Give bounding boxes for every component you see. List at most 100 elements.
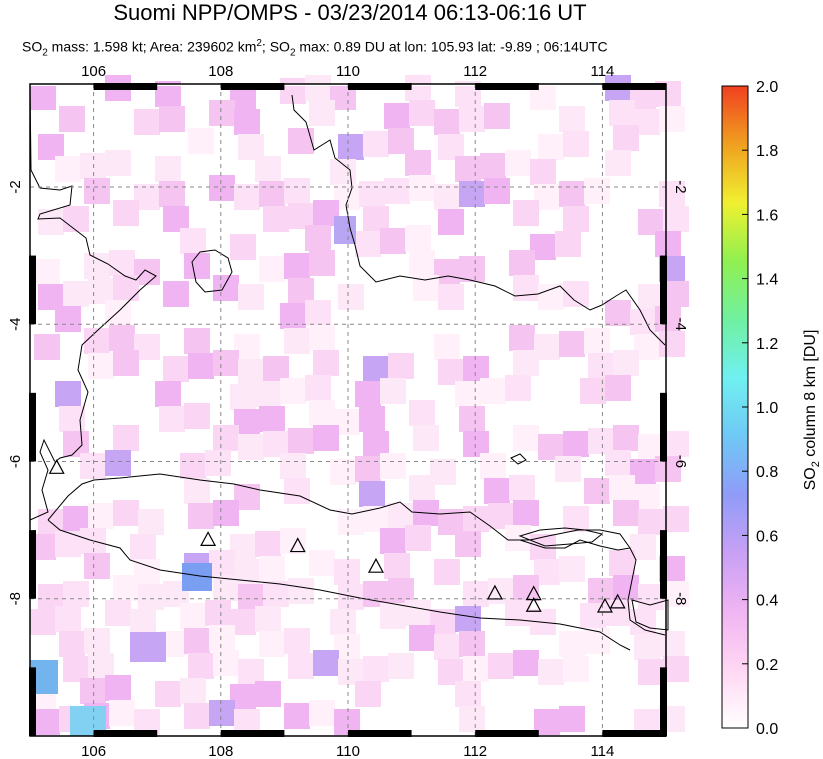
so2-pixel	[155, 156, 181, 182]
so2-pixel	[88, 278, 114, 304]
bangka-island	[191, 249, 233, 293]
so2-pixel	[405, 600, 431, 626]
frame-bar-top	[475, 83, 539, 90]
so2-pixel	[513, 275, 539, 301]
so2-pixel	[588, 353, 614, 379]
so2-pixel	[559, 706, 585, 732]
so2-pixel	[288, 278, 314, 304]
sumatra-coast	[29, 87, 157, 521]
so2-pixel	[580, 603, 606, 629]
so2-pixel	[355, 456, 381, 482]
frame-bar-right	[660, 530, 667, 599]
so2-pixel	[538, 284, 564, 310]
so2-pixel	[363, 356, 389, 382]
so2-pixel	[280, 378, 306, 404]
bali-island	[631, 599, 669, 631]
so2-pixel	[605, 450, 631, 476]
so2-pixel	[263, 356, 289, 382]
so2-pixel	[88, 353, 114, 379]
so2-pixel	[459, 106, 485, 132]
so2-pixel	[438, 284, 464, 310]
so2-pixel	[563, 206, 589, 232]
so2-pixel	[280, 453, 306, 479]
so2-pixel	[363, 431, 389, 457]
so2-pixel	[259, 556, 285, 582]
so2-pixel	[359, 406, 385, 432]
so2-pixel	[180, 678, 206, 704]
so2-pixel	[55, 606, 81, 632]
so2-pixel	[34, 334, 60, 360]
so2-pixel	[388, 653, 414, 679]
so2-pixel	[459, 256, 485, 282]
subtitle-sup: 2	[256, 38, 262, 49]
so2-pixel	[380, 603, 406, 629]
so2-pixel	[609, 550, 635, 576]
so2-pixel	[484, 103, 510, 129]
colorbar-tick-label: 1.2	[756, 336, 778, 353]
so2-pixel	[184, 403, 210, 429]
so2-pixel	[388, 128, 414, 154]
so2-pixel	[184, 628, 210, 654]
so2-pixel	[180, 453, 206, 479]
so2-pixel	[459, 631, 485, 657]
so2-pixel	[363, 131, 389, 157]
so2-pixel	[113, 425, 139, 451]
so2-pixel	[113, 575, 139, 601]
so2-pixel	[313, 650, 339, 676]
so2-pixel	[513, 200, 539, 226]
so2-pixel	[638, 509, 664, 535]
so2-pixel	[184, 703, 210, 729]
so2-pixel	[330, 609, 356, 635]
so2-pixel	[409, 100, 435, 126]
so2-pixel	[484, 178, 510, 204]
so2-pixel	[405, 150, 431, 176]
so2-pixel	[109, 700, 135, 726]
volcano-marker-icon	[525, 585, 542, 601]
so2-pixel	[563, 131, 589, 157]
colorbar-tick-label: 1.4	[756, 272, 778, 289]
lat-label-right: -4	[672, 318, 689, 331]
so2-pixel	[338, 584, 364, 610]
colorbar-tick-label: 1.6	[756, 207, 778, 224]
volcano-marker-icon	[596, 597, 613, 613]
so2-pixel	[309, 550, 335, 576]
subtitle-mass: mass: 1.598 kt; Area: 239602 km	[47, 38, 257, 55]
so2-pixel	[55, 156, 81, 182]
subtitle-sub: 2	[42, 47, 48, 59]
so2-pixel	[188, 353, 214, 379]
so2-pixel	[34, 709, 60, 735]
so2-pixel	[538, 659, 564, 685]
lat-label-right: -6	[672, 455, 689, 468]
so2-pixel	[63, 581, 89, 607]
so2-pixel	[463, 431, 489, 457]
so2-pixel	[255, 681, 281, 707]
so2-pixel	[105, 300, 131, 326]
so2-pixel	[455, 156, 481, 182]
so2-pixel	[105, 150, 131, 176]
so2-pixel	[109, 325, 135, 351]
colorbar-label-sub: 2	[810, 461, 822, 467]
so2-pixel	[480, 453, 506, 479]
so2-pixel	[438, 359, 464, 385]
so2-pixel	[84, 253, 110, 279]
so2-pixel	[455, 381, 481, 407]
so2-pixel	[234, 109, 260, 135]
lat-label-right: -8	[672, 592, 689, 605]
so2-pixel	[559, 181, 585, 207]
so2-pixel	[338, 659, 364, 685]
so2-pixel	[213, 650, 239, 676]
so2-pixel	[605, 600, 631, 626]
so2-pixel	[655, 231, 681, 257]
so2-pixel	[209, 625, 235, 651]
so2-pixel	[505, 525, 531, 551]
so2-pixel	[555, 456, 581, 482]
so2-pixel	[384, 178, 410, 204]
so2-pixel	[288, 428, 314, 454]
so2-pixel	[509, 475, 535, 501]
colorbar-tick-label: 1.0	[756, 400, 778, 417]
so2-pixel	[284, 253, 310, 279]
subtitle-so: SO	[22, 38, 43, 55]
bawean-island	[510, 453, 527, 465]
so2-pixel	[163, 356, 189, 382]
so2-pixel	[184, 478, 210, 504]
